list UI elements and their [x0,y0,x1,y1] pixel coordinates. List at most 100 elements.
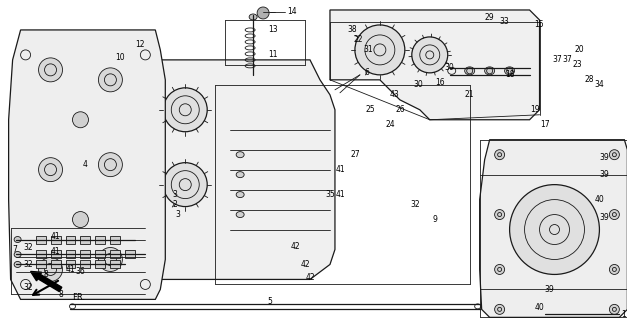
Ellipse shape [14,252,21,258]
Circle shape [38,58,63,82]
Text: 21: 21 [465,90,474,99]
Text: 5: 5 [268,297,273,306]
Text: 42: 42 [305,273,315,282]
Text: FR.: FR. [72,293,85,302]
Text: 36: 36 [75,267,85,276]
Polygon shape [330,10,539,120]
Text: 30: 30 [413,80,423,89]
Bar [65,251,75,259]
Text: 22: 22 [353,36,362,44]
Text: 29: 29 [485,13,494,22]
Text: 3: 3 [176,210,181,219]
Text: 41: 41 [51,232,60,241]
Ellipse shape [465,67,475,75]
Text: 17: 17 [539,120,550,129]
Text: 40: 40 [595,195,604,204]
Circle shape [609,304,619,314]
Circle shape [495,304,505,314]
Text: 41: 41 [51,247,60,256]
Circle shape [99,153,122,177]
Text: 2: 2 [173,200,178,209]
Text: 30: 30 [445,63,455,72]
Bar [36,251,46,259]
Bar [111,236,121,244]
Text: 35: 35 [325,190,335,199]
Bar [50,236,60,244]
Text: 3: 3 [173,190,178,199]
Circle shape [609,210,619,220]
Text: 6: 6 [365,68,370,77]
Bar [95,260,106,268]
Text: 32: 32 [24,260,33,269]
Ellipse shape [236,172,244,178]
Circle shape [163,163,207,207]
Text: 39: 39 [599,170,609,179]
Text: 20: 20 [575,45,584,54]
Polygon shape [9,30,165,300]
Text: 8: 8 [43,270,48,279]
Text: 39: 39 [544,285,555,294]
Text: 25: 25 [365,105,375,114]
Circle shape [99,247,122,271]
Ellipse shape [485,67,495,75]
Circle shape [609,264,619,275]
Ellipse shape [14,261,21,268]
Circle shape [412,37,448,73]
Ellipse shape [236,212,244,218]
Text: 14: 14 [287,7,296,16]
FancyArrow shape [31,271,62,292]
Text: 8: 8 [58,290,63,299]
Bar [80,236,90,244]
Bar [111,260,121,268]
Text: 37: 37 [553,55,563,64]
Text: 33: 33 [500,18,509,27]
Circle shape [355,25,405,75]
Circle shape [38,158,63,182]
Text: 9: 9 [432,215,437,224]
Text: 38: 38 [347,25,357,35]
Text: 42: 42 [300,260,310,269]
Circle shape [609,150,619,160]
Bar [36,236,46,244]
Text: 32: 32 [410,200,420,209]
Ellipse shape [14,236,21,243]
Text: 23: 23 [573,60,582,69]
Text: 1: 1 [621,310,626,319]
Text: 16: 16 [435,78,445,87]
Circle shape [495,210,505,220]
Circle shape [163,88,207,132]
Text: 28: 28 [585,75,594,84]
Text: 7: 7 [13,245,18,254]
Circle shape [495,150,505,160]
Bar [95,236,106,244]
Text: 11: 11 [268,50,278,60]
Bar [80,260,90,268]
Text: 26: 26 [395,105,404,114]
Bar [50,251,60,259]
Ellipse shape [236,152,244,158]
Bar [95,251,106,259]
Bar [65,236,75,244]
Text: 12: 12 [136,40,145,49]
Circle shape [509,185,599,275]
Text: 27: 27 [350,150,360,159]
Text: 41: 41 [66,265,75,274]
Text: 39: 39 [599,153,609,162]
Bar [36,260,46,268]
Ellipse shape [505,67,514,75]
Text: 18: 18 [505,70,514,79]
Text: 24: 24 [385,120,394,129]
Polygon shape [480,140,627,317]
Text: 31: 31 [363,45,372,54]
Text: 43: 43 [390,90,399,99]
Text: 4: 4 [83,160,88,169]
Text: 41: 41 [335,190,345,199]
Text: 32: 32 [24,243,33,252]
Circle shape [99,68,122,92]
Text: 41: 41 [335,165,345,174]
Text: 37: 37 [563,55,572,64]
Circle shape [38,258,63,281]
Circle shape [257,7,269,19]
Text: 39: 39 [599,213,609,222]
Ellipse shape [249,14,257,20]
